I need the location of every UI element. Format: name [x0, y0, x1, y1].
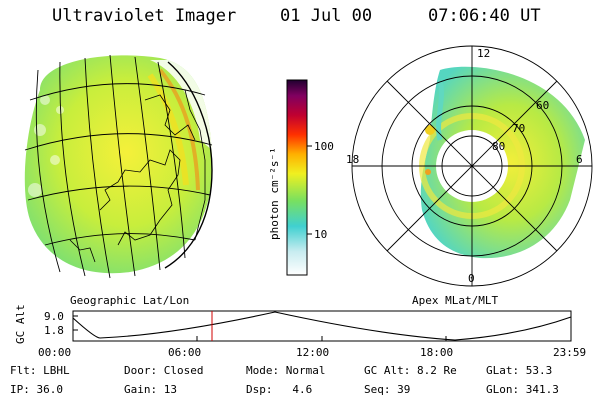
- door-value: Closed: [163, 364, 204, 377]
- polar-plot: 12 18 6 0 60 70 80: [346, 45, 593, 287]
- gc-alt-info-value: 8.2 Re: [416, 364, 457, 377]
- colorbar-tick-100: 100: [314, 140, 334, 153]
- gc-alt-info: GC Alt: 8.2 Re: [364, 364, 457, 377]
- ip-value: 36.0: [36, 383, 64, 396]
- gain-label: Gain:: [124, 383, 158, 396]
- seq-value: 39: [397, 383, 411, 396]
- glat-value: 53.3: [525, 364, 553, 377]
- ip-info: IP: 36.0: [10, 383, 63, 396]
- gc-alt-tick-1-8: 1.8: [44, 324, 64, 337]
- colorbar-unit-label: photon cm⁻²s⁻¹: [268, 147, 281, 240]
- door-label: Door:: [124, 364, 158, 377]
- mlat-60-label: 60: [536, 99, 549, 112]
- geographic-image: [24, 54, 213, 279]
- gain-value: 13: [163, 383, 177, 396]
- instrument-title: Ultraviolet Imager: [52, 6, 237, 26]
- mlt-6-label: 6: [576, 153, 583, 166]
- altitude-timeline: 9.0 1.8 GC Alt 00:00 06:00 12:00 18:00 2…: [14, 304, 586, 359]
- filter-label: Flt:: [10, 364, 37, 377]
- door-info: Door: Closed: [124, 364, 204, 377]
- mlat-70-label: 70: [512, 122, 525, 135]
- time-tick-2359: 23:59: [553, 346, 586, 359]
- ip-label: IP:: [10, 383, 30, 396]
- dsp-info: Dsp: 4.6: [246, 383, 312, 396]
- dsp-label: Dsp:: [246, 383, 273, 396]
- seq-label: Seq:: [364, 383, 391, 396]
- dsp-value: 4.6: [292, 383, 313, 396]
- mlat-80-label: 80: [492, 140, 505, 153]
- mode-info: Mode: Normal: [246, 364, 326, 377]
- time-tick-0600: 06:00: [168, 346, 201, 359]
- glon-value: 341.3: [525, 383, 559, 396]
- gain-info: Gain: 13: [124, 383, 177, 396]
- gc-alt-tick-9: 9.0: [44, 310, 64, 323]
- mlt-0-label: 0: [468, 272, 475, 285]
- gc-alt-info-label: GC Alt:: [364, 364, 411, 377]
- colorbar-tick-10: 10: [314, 228, 327, 241]
- left-panel-caption: Geographic Lat/Lon: [70, 294, 190, 307]
- right-panel-caption: Apex MLat/MLT: [412, 294, 499, 307]
- glat-label: GLat:: [486, 364, 520, 377]
- glon-info: GLon: 341.3: [486, 383, 559, 396]
- time-tick-0000: 00:00: [38, 346, 71, 359]
- time-label: 07:06:40 UT: [428, 6, 541, 26]
- date-label: 01 Jul 00: [280, 6, 373, 26]
- filter-value: LBHL: [43, 364, 70, 377]
- time-tick-1800: 18:00: [420, 346, 453, 359]
- glat-info: GLat: 53.3: [486, 364, 552, 377]
- colorbar: 100 10 photon cm⁻²s⁻¹: [268, 79, 334, 276]
- gc-alt-label: GC Alt: [14, 304, 27, 344]
- time-tick-1200: 12:00: [296, 346, 329, 359]
- mode-label: Mode:: [246, 364, 280, 377]
- seq-info: Seq: 39: [364, 383, 410, 396]
- mlt-12-label: 12: [477, 47, 490, 60]
- filter-info: Flt: LBHL: [10, 364, 70, 377]
- glon-label: GLon:: [486, 383, 520, 396]
- mode-value: Normal: [285, 364, 326, 377]
- mlt-18-label: 18: [346, 153, 359, 166]
